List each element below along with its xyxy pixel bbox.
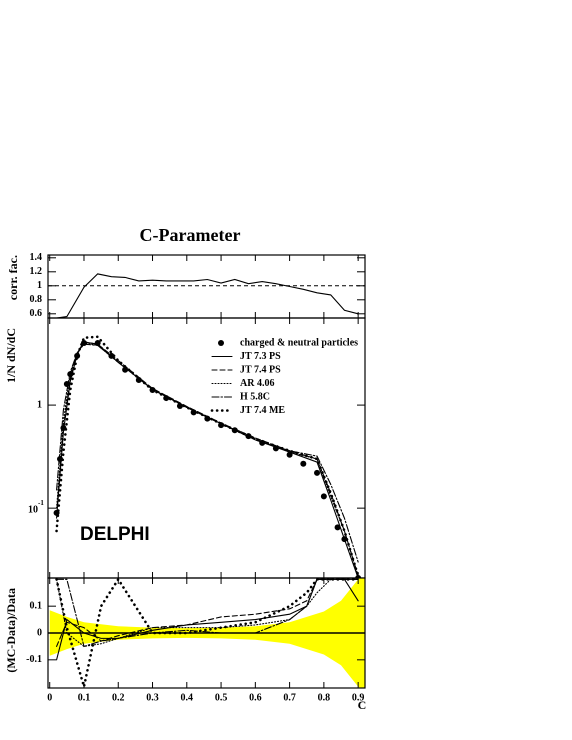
series-line [55, 578, 360, 688]
x-tick-label: 0.6 [249, 692, 262, 703]
data-point [334, 524, 341, 531]
legend-label: AR 4.06 [240, 378, 274, 389]
y-tick-label: 0.1 [30, 600, 43, 611]
y-tick-label: 0.6 [30, 308, 43, 319]
x-tick-label: 0.8 [318, 692, 331, 703]
y-tick-label: 1.4 [30, 252, 43, 263]
series-line [56, 273, 359, 318]
legend-label: H 5.8C [240, 391, 270, 402]
y-tick-label: 10 [28, 504, 38, 515]
series-line [55, 335, 360, 578]
x-tick-label: 0.1 [78, 692, 91, 703]
plot-area [53, 335, 362, 578]
y-axis-label: corr. fac. [6, 255, 20, 300]
data-point [286, 451, 293, 458]
y-tick-label: 1 [37, 280, 42, 291]
y-axis-label: 1/N dN/dC [4, 328, 18, 383]
legend-label: JT 7.4 PS [240, 364, 281, 375]
legend-label: JT 7.4 ME [240, 405, 285, 416]
plot-area [48, 273, 365, 318]
x-tick-label: 0 [47, 692, 52, 703]
y-tick-exponent: -1 [38, 499, 44, 507]
data-point [320, 493, 327, 500]
y-tick-label: 1 [37, 399, 42, 410]
series-line [56, 578, 359, 648]
data-point [94, 340, 101, 347]
plot-area [48, 578, 365, 688]
x-tick-label: 0.2 [112, 692, 125, 703]
legend-label: JT 7.3 PS [240, 351, 281, 362]
y-tick-label: 0.8 [30, 294, 43, 305]
data-point [314, 469, 321, 476]
series-line [56, 578, 359, 647]
x-tick-label: 0.3 [146, 692, 159, 703]
series-line [56, 578, 359, 661]
y-tick-label: 1.2 [30, 266, 43, 277]
x-tick-label: 0.9 [352, 692, 365, 703]
annotation: DELPHI [80, 524, 150, 545]
x-axis-label: C [358, 698, 367, 712]
legend-marker [218, 340, 224, 346]
x-tick-label: 0.4 [181, 692, 194, 703]
legend-label: charged & neutral particles [240, 337, 358, 348]
chart-title: C-Parameter [140, 225, 241, 245]
panel-frame [47, 254, 366, 319]
x-tick-label: 0.7 [283, 692, 296, 703]
y-axis-label: (MC-Data)/Data [4, 588, 18, 673]
data-point [300, 460, 307, 467]
y-tick-label: 0 [37, 627, 42, 638]
x-tick-label: 0.5 [215, 692, 228, 703]
y-tick-label: -0.1 [26, 654, 42, 665]
